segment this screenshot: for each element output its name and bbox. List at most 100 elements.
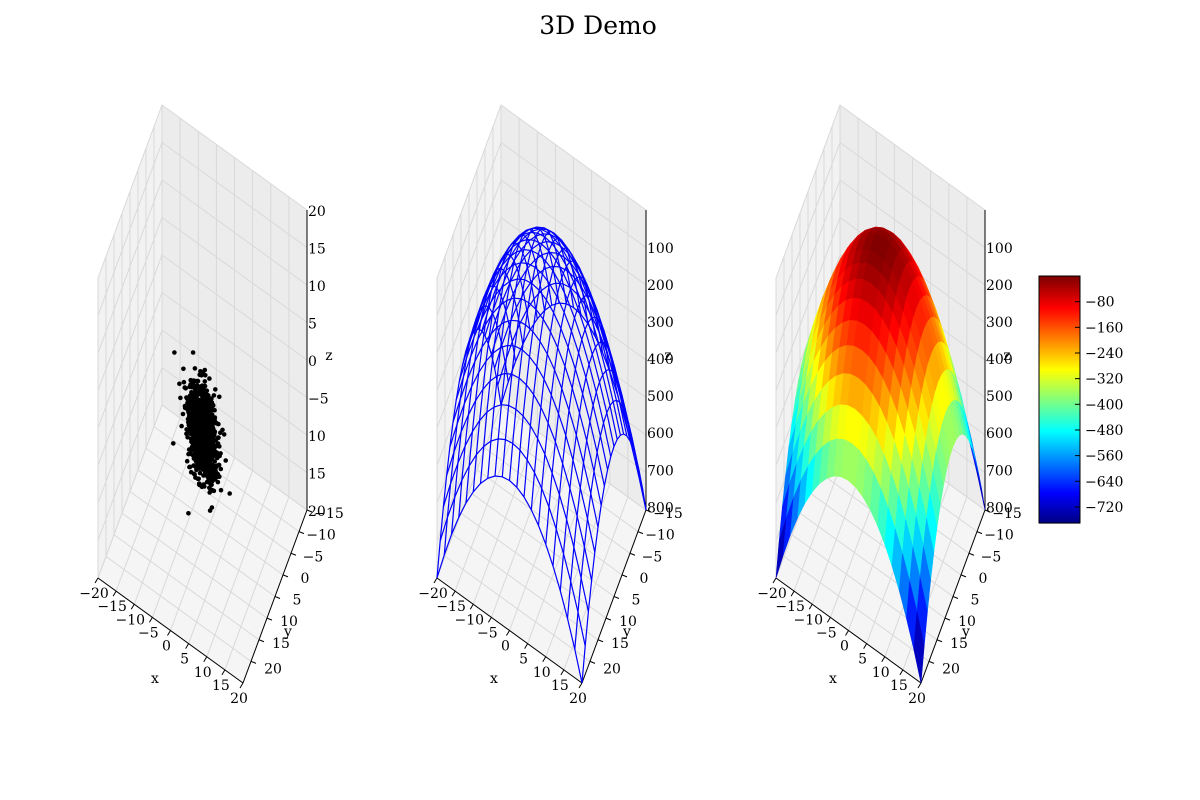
colorbar-tick-label: −160 xyxy=(1085,320,1123,336)
gridline xyxy=(137,169,284,576)
x-tick-label: −5 xyxy=(138,625,159,641)
surface-facet xyxy=(913,612,925,684)
colorbar-segment xyxy=(1039,370,1080,374)
scatter-point xyxy=(185,401,191,406)
scatter-point xyxy=(205,406,211,412)
y-tick-mark xyxy=(928,660,935,664)
colorbar-segment xyxy=(1039,393,1080,396)
y-axis-label: y xyxy=(622,624,631,640)
colorbar-segment xyxy=(1039,407,1080,411)
gridline xyxy=(105,256,252,662)
gridline xyxy=(97,104,308,279)
scatter-point xyxy=(199,432,204,437)
x-tick-mark xyxy=(451,590,456,597)
colorbar-segment xyxy=(1039,378,1080,382)
scatter-point xyxy=(191,378,196,383)
colorbar-segment xyxy=(1039,364,1080,368)
x-tick-mark xyxy=(185,643,190,649)
x-tick-label: 0 xyxy=(501,639,510,655)
colorbar: −80 −160 −240 −320 −400 −480 −560 −640 −720 xyxy=(1038,275,1123,524)
scatter-point xyxy=(189,390,194,395)
scatter-point xyxy=(181,379,187,385)
x-tick-mark xyxy=(899,669,904,676)
colorbar-segment xyxy=(1039,424,1080,427)
scatter-point xyxy=(183,386,188,391)
scatter-point xyxy=(185,435,190,440)
colorbar-segment xyxy=(1039,420,1080,423)
x-tick-mark xyxy=(881,656,886,663)
colorbar-tick-label: −320 xyxy=(1085,372,1123,388)
colorbar-segment xyxy=(1039,329,1080,333)
x-tick-mark xyxy=(221,669,226,676)
scatter-point xyxy=(206,435,212,440)
y-tick-mark xyxy=(968,552,975,556)
scatter-point xyxy=(188,447,194,452)
y-tick-label: 5 xyxy=(971,593,980,609)
colorbar-segment xyxy=(1039,300,1080,304)
colorbar-segment xyxy=(1039,492,1080,495)
colorbar-segment xyxy=(1039,448,1080,452)
colorbar-segment xyxy=(1039,327,1080,331)
scatter-point xyxy=(189,438,194,444)
scatter-point xyxy=(193,437,199,442)
y-tick-mark xyxy=(290,552,297,556)
colorbar-segment xyxy=(1039,335,1080,339)
x-tick-label: 15 xyxy=(551,678,569,694)
scatter-point xyxy=(199,398,205,403)
y-tick-label: −10 xyxy=(306,528,336,544)
colorbar-segment xyxy=(1039,438,1080,442)
scatter-point xyxy=(204,479,210,485)
y-tick-mark xyxy=(637,531,644,535)
colorbar-segment xyxy=(1039,343,1080,347)
x-tick-mark xyxy=(826,617,831,623)
x-tick-label: 5 xyxy=(858,652,867,668)
colorbar-segment xyxy=(1039,395,1080,399)
gridline xyxy=(783,256,930,662)
scatter-point xyxy=(209,412,215,417)
scatter-point xyxy=(217,394,222,400)
x-tick-label: 0 xyxy=(840,639,849,655)
colorbar-segment xyxy=(1039,444,1080,448)
x-axis-label: x xyxy=(151,671,159,687)
y-tick-label: 20 xyxy=(603,661,621,677)
colorbar-segment xyxy=(1039,494,1080,497)
colorbar-segment xyxy=(1039,401,1080,405)
scatter-point xyxy=(203,419,209,425)
y-tick-label: 0 xyxy=(640,571,649,587)
colorbar-segment xyxy=(1039,372,1080,376)
scatter-point xyxy=(193,451,199,456)
z-tick-label: 15 xyxy=(308,467,326,483)
scatter-point xyxy=(192,366,198,371)
y-tick-mark xyxy=(984,509,991,513)
y-tick-label: 5 xyxy=(293,593,302,609)
colorbar-segment xyxy=(1039,485,1080,489)
colorbar-segment xyxy=(1039,405,1080,409)
colorbar-segment xyxy=(1039,310,1080,314)
y-tick-label: −15 xyxy=(653,506,683,522)
colorbar-segment xyxy=(1039,459,1080,462)
y-tick-label: −10 xyxy=(984,528,1014,544)
y-tick-label: 15 xyxy=(611,636,629,652)
colorbar-segment xyxy=(1039,387,1080,390)
z-tick-label: 15 xyxy=(308,242,326,258)
scatter-point xyxy=(180,411,186,417)
colorbar-segment xyxy=(1039,333,1080,337)
scatter-point xyxy=(190,350,196,355)
x-tick-mark xyxy=(469,603,474,610)
z-tick-label: 20 xyxy=(308,504,326,520)
colorbar-segment xyxy=(1039,479,1080,483)
z-tick-label: 800 xyxy=(986,500,1013,516)
scatter-point xyxy=(189,384,195,390)
colorbar-segment xyxy=(1039,352,1080,355)
y-tick-label: −5 xyxy=(303,549,324,565)
scatter-point xyxy=(193,433,198,439)
scatter-point xyxy=(186,428,191,434)
z-tick-label: 200 xyxy=(986,278,1013,294)
z-tick-label: 500 xyxy=(986,389,1013,405)
colorbar-segment xyxy=(1039,457,1080,460)
scatter-point xyxy=(213,454,219,459)
z-tick-label: 400 xyxy=(986,352,1013,368)
z-tick-label: 5 xyxy=(308,317,317,333)
colorbar-tick-label: −640 xyxy=(1085,474,1123,490)
